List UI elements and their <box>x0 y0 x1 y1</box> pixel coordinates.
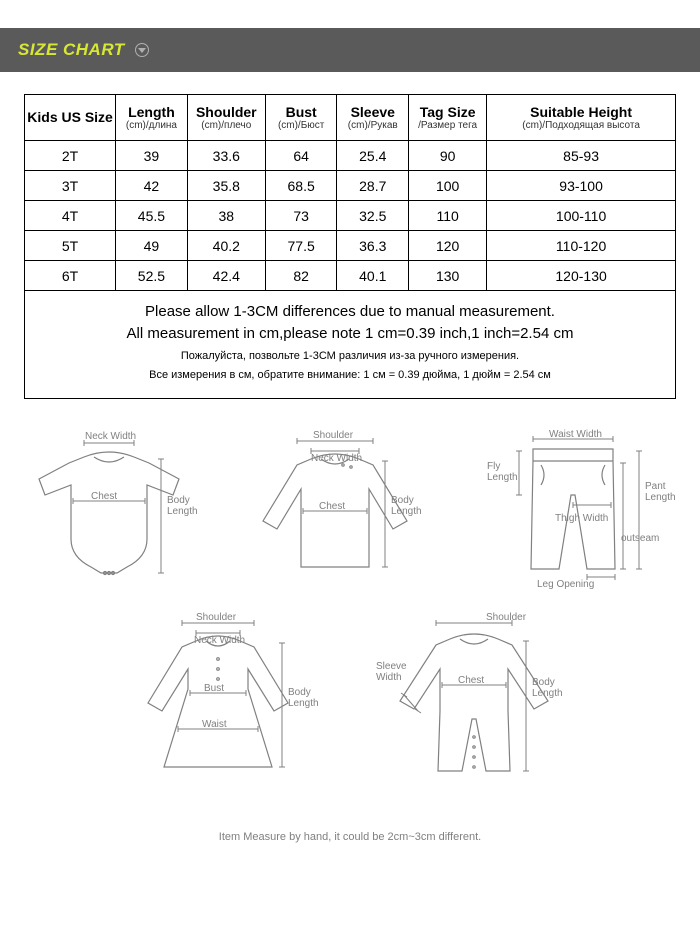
size-table-container: Kids US SizeLength(cm)/длинаShoulder(cm)… <box>0 72 700 399</box>
table-row: 3T4235.868.528.710093-100 <box>25 171 676 201</box>
table-cell: 64 <box>265 141 337 171</box>
table-cell: 40.2 <box>187 231 265 261</box>
label-body-length: BodyLength <box>391 495 422 517</box>
table-cell: 2T <box>25 141 116 171</box>
table-cell: 100 <box>409 171 487 201</box>
footer-note: Item Measure by hand, it could be 2cm~3c… <box>219 831 481 843</box>
diagram-dress: Shoulder Neck Width Bust Waist BodyLengt… <box>112 611 332 791</box>
table-cell: 52.5 <box>116 261 188 291</box>
table-cell: 32.5 <box>337 201 409 231</box>
label-neck-width: Neck Width <box>85 431 136 442</box>
header-title: SIZE CHART <box>18 40 125 60</box>
column-header: Bust(cm)/Бюст <box>265 95 337 141</box>
table-cell: 39 <box>116 141 188 171</box>
table-cell: 100-110 <box>487 201 676 231</box>
column-header: Tag Size/Размер тега <box>409 95 487 141</box>
table-cell: 73 <box>265 201 337 231</box>
size-chart-table: Kids US SizeLength(cm)/длинаShoulder(cm)… <box>24 94 676 399</box>
diagram-romper: Shoulder SleeveWidth Chest BodyLength <box>368 611 588 791</box>
chevron-down-icon[interactable] <box>135 43 149 57</box>
label-chest: Chest <box>458 675 484 686</box>
table-row: 4T45.5387332.5110100-110 <box>25 201 676 231</box>
table-cell: 28.7 <box>337 171 409 201</box>
table-cell: 49 <box>116 231 188 261</box>
column-header: Kids US Size <box>25 95 116 141</box>
diagram-bodysuit: Neck Width Chest BodyLength <box>19 429 199 589</box>
table-cell: 33.6 <box>187 141 265 171</box>
notes-row: Please allow 1-3CM differences due to ma… <box>25 291 676 399</box>
table-cell: 85-93 <box>487 141 676 171</box>
label-neck-width: Neck Width <box>194 635 245 646</box>
table-cell: 45.5 <box>116 201 188 231</box>
label-body-length: BodyLength <box>288 687 319 709</box>
label-outseam: outseam <box>621 533 659 544</box>
column-header: Shoulder(cm)/плечо <box>187 95 265 141</box>
label-body-length: BodyLength <box>167 495 198 517</box>
table-header-row: Kids US SizeLength(cm)/длинаShoulder(cm)… <box>25 95 676 141</box>
label-waist: Waist <box>202 719 227 730</box>
note-en-1: Please allow 1-3CM differences due to ma… <box>33 301 667 323</box>
size-chart-header: SIZE CHART <box>0 28 700 72</box>
table-cell: 42.4 <box>187 261 265 291</box>
table-cell: 42 <box>116 171 188 201</box>
table-cell: 110 <box>409 201 487 231</box>
table-cell: 4T <box>25 201 116 231</box>
table-cell: 6T <box>25 261 116 291</box>
table-cell: 5T <box>25 231 116 261</box>
table-row: 5T4940.277.536.3120110-120 <box>25 231 676 261</box>
table-cell: 120-130 <box>487 261 676 291</box>
note-ru-2: Все измерения в см, обратите внимание: 1… <box>33 368 667 384</box>
table-cell: 36.3 <box>337 231 409 261</box>
table-cell: 3T <box>25 171 116 201</box>
table-cell: 40.1 <box>337 261 409 291</box>
table-cell: 90 <box>409 141 487 171</box>
label-pant-length: PantLength <box>645 481 676 503</box>
label-fly-length: FlyLength <box>487 461 518 483</box>
table-cell: 82 <box>265 261 337 291</box>
table-row: 2T3933.66425.49085-93 <box>25 141 676 171</box>
column-header: Suitable Height(cm)/Подходящая высота <box>487 95 676 141</box>
table-cell: 93-100 <box>487 171 676 201</box>
label-leg-opening: Leg Opening <box>537 579 594 589</box>
label-thigh-width: Thigh Width <box>555 513 608 524</box>
label-chest: Chest <box>91 491 117 502</box>
label-shoulder: Shoulder <box>486 612 527 623</box>
column-header: Sleeve(cm)/Рукав <box>337 95 409 141</box>
table-cell: 25.4 <box>337 141 409 171</box>
table-cell: 110-120 <box>487 231 676 261</box>
table-cell: 120 <box>409 231 487 261</box>
table-row: 6T52.542.48240.1130120-130 <box>25 261 676 291</box>
label-waist-width: Waist Width <box>549 429 602 440</box>
diagrams-row-1: Neck Width Chest BodyLength Shoulder Nec… <box>19 429 681 589</box>
note-en-2: All measurement in cm,please note 1 cm=0… <box>33 323 667 345</box>
table-cell: 68.5 <box>265 171 337 201</box>
diagram-pants: Waist Width FlyLength Thigh Width Leg Op… <box>471 429 681 589</box>
label-shoulder: Shoulder <box>313 430 354 441</box>
diagram-top: Shoulder Neck Width Chest BodyLength <box>235 429 435 589</box>
measurement-notes: Please allow 1-3CM differences due to ma… <box>25 291 676 399</box>
table-cell: 77.5 <box>265 231 337 261</box>
table-cell: 38 <box>187 201 265 231</box>
table-cell: 35.8 <box>187 171 265 201</box>
label-sleeve-width: SleeveWidth <box>376 661 407 683</box>
column-header: Length(cm)/длина <box>116 95 188 141</box>
table-cell: 130 <box>409 261 487 291</box>
label-bust: Bust <box>204 683 224 694</box>
label-body-length: BodyLength <box>532 677 563 699</box>
label-shoulder: Shoulder <box>196 612 237 623</box>
table-body: 2T3933.66425.49085-933T4235.868.528.7100… <box>25 141 676 291</box>
label-chest: Chest <box>319 501 345 512</box>
note-ru-1: Пожалуйста, позвольте 1-3СМ различия из-… <box>33 349 667 365</box>
measurement-diagrams: Neck Width Chest BodyLength Shoulder Nec… <box>0 429 700 863</box>
label-neck-width: Neck Width <box>311 453 362 464</box>
diagrams-row-2: Shoulder Neck Width Bust Waist BodyLengt… <box>112 611 588 791</box>
